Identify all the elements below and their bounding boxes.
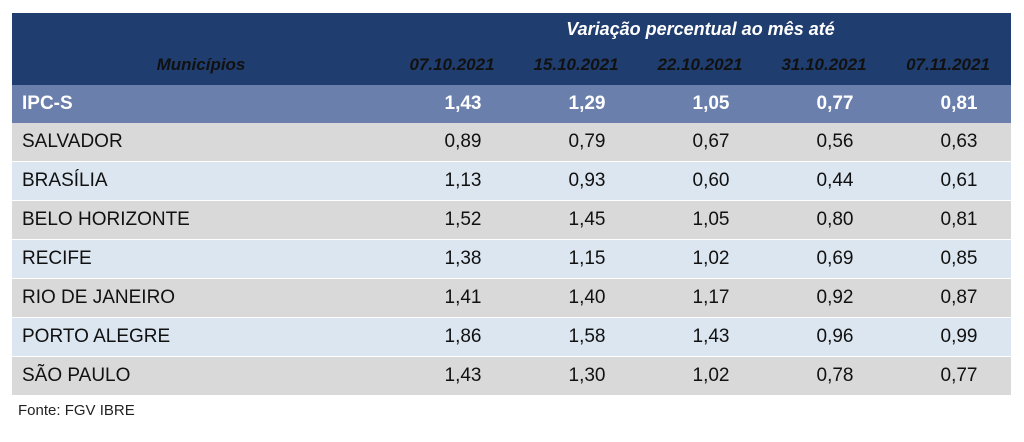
cell-value: 1,15 — [568, 248, 606, 269]
col-header-date: 15.10.2021 — [533, 55, 619, 74]
table-row: SÃO PAULO 1,43 1,30 1,02 0,78 0,77 — [12, 356, 1011, 395]
cell-value: 1,41 — [444, 287, 482, 308]
span-title: Variação percentual ao mês até — [566, 19, 835, 39]
cell-value: 0,89 — [444, 131, 482, 152]
row-label: IPC-S — [22, 93, 73, 114]
row-label: RIO DE JANEIRO — [22, 287, 176, 308]
cell-value: 1,02 — [692, 365, 730, 386]
cell-value: 0,99 — [940, 326, 978, 347]
cell-value: 0,69 — [816, 248, 854, 269]
cell-value: 0,81 — [940, 93, 978, 114]
cell-value: 1,43 — [444, 93, 482, 114]
row-label: PORTO ALEGRE — [22, 326, 171, 347]
ipc-s-table: Variação percentual ao mês até Município… — [12, 13, 1011, 395]
row-label: SALVADOR — [22, 131, 123, 152]
cell-value: 0,96 — [816, 326, 854, 347]
cell-value: 0,87 — [940, 287, 978, 308]
header-row-columns: Municípios 07.10.2021 15.10.2021 22.10.2… — [12, 45, 1011, 85]
cell-value: 1,43 — [692, 326, 730, 347]
table-row: PORTO ALEGRE 1,86 1,58 1,43 0,96 0,99 — [12, 317, 1011, 356]
col-header-municipios: Municípios — [156, 55, 246, 74]
cell-value: 0,77 — [940, 365, 978, 386]
row-label: SÃO PAULO — [22, 365, 131, 386]
cell-value: 0,56 — [816, 131, 854, 152]
cell-value: 0,93 — [568, 170, 606, 191]
cell-value: 1,38 — [444, 248, 482, 269]
cell-value: 0,44 — [816, 170, 854, 191]
cell-value: 1,05 — [692, 93, 730, 114]
cell-value: 1,17 — [692, 287, 730, 308]
source-note: Fonte: FGV IBRE — [18, 402, 135, 419]
cell-value: 0,77 — [816, 93, 854, 114]
table-row: BRASÍLIA 1,13 0,93 0,60 0,44 0,61 — [12, 161, 1011, 200]
table-row: SALVADOR 0,89 0,79 0,67 0,56 0,63 — [12, 123, 1011, 161]
cell-value: 0,63 — [940, 131, 978, 152]
col-header-date: 31.10.2021 — [781, 55, 867, 74]
cell-value: 0,92 — [816, 287, 854, 308]
cell-value: 0,79 — [568, 131, 606, 152]
cell-value: 1,05 — [692, 209, 730, 230]
cell-value: 0,61 — [940, 170, 978, 191]
cell-value: 0,85 — [940, 248, 978, 269]
cell-value: 1,30 — [568, 365, 606, 386]
col-header-date: 07.11.2021 — [906, 55, 990, 74]
cell-value: 0,60 — [692, 170, 730, 191]
cell-value: 0,81 — [940, 209, 978, 230]
row-label: BRASÍLIA — [22, 170, 108, 191]
cell-value: 0,67 — [692, 131, 730, 152]
cell-value: 1,13 — [444, 170, 482, 191]
table-row: BELO HORIZONTE 1,52 1,45 1,05 0,80 0,81 — [12, 200, 1011, 239]
table-row: RECIFE 1,38 1,15 1,02 0,69 0,85 — [12, 239, 1011, 278]
cell-value: 1,40 — [568, 287, 606, 308]
cell-value: 1,43 — [444, 365, 482, 386]
cell-value: 1,52 — [444, 209, 482, 230]
table-row-ipc-s: IPC-S 1,43 1,29 1,05 0,77 0,81 — [12, 85, 1011, 123]
col-header-date: 07.10.2021 — [409, 55, 495, 74]
col-header-date: 22.10.2021 — [657, 55, 743, 74]
cell-value: 1,45 — [568, 209, 606, 230]
row-label: BELO HORIZONTE — [22, 209, 190, 230]
cell-value: 1,29 — [568, 93, 606, 114]
cell-value: 0,80 — [816, 209, 854, 230]
table-row: RIO DE JANEIRO 1,41 1,40 1,17 0,92 0,87 — [12, 278, 1011, 317]
cell-value: 1,58 — [568, 326, 606, 347]
cell-value: 0,78 — [816, 365, 854, 386]
cell-value: 1,86 — [444, 326, 482, 347]
row-label: RECIFE — [22, 248, 92, 269]
header-row-top: Variação percentual ao mês até — [12, 13, 1011, 45]
cell-value: 1,02 — [692, 248, 730, 269]
